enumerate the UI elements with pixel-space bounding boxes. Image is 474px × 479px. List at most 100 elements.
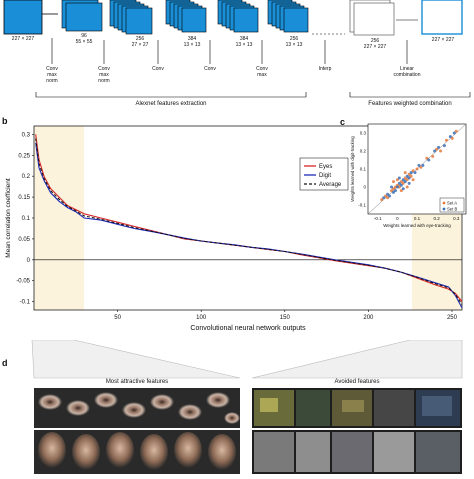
- scatter-point: [403, 171, 407, 175]
- scatter-point: [386, 192, 390, 196]
- layer3-stack: [165, 0, 207, 33]
- scatter-point: [386, 196, 390, 200]
- attractive-features-thumbnails: [34, 392, 240, 470]
- scatter-point: [401, 181, 405, 185]
- scatter-point: [393, 189, 397, 193]
- avoided-features-grid: [252, 388, 462, 474]
- x-axis-label: Convolutional neural network outputs: [190, 325, 306, 332]
- input-block: [3, 0, 43, 35]
- scatter-point: [391, 190, 395, 194]
- avoided-caption: Avoided features: [334, 379, 380, 385]
- x-tick-label: 0: [396, 216, 399, 221]
- layer2-dim: 27 × 27: [131, 42, 149, 48]
- y-tick-label: 0.2: [22, 174, 31, 180]
- layer4-channels: 384: [239, 36, 249, 42]
- y-tick-label: 0.1: [22, 216, 31, 222]
- scatter-point: [439, 149, 443, 153]
- scatter-point: [384, 194, 388, 198]
- network-diagram-svg: [3, 0, 471, 98]
- scatter-point: [380, 198, 384, 202]
- y-tick-label: 0.3: [22, 132, 31, 138]
- scatter-point: [397, 176, 401, 180]
- x-tick-label: 0.3: [453, 216, 460, 221]
- x-tick-label: 0.2: [433, 216, 440, 221]
- scatter-point: [411, 169, 415, 173]
- scatter-point: [391, 187, 395, 191]
- legend-marker: [442, 207, 446, 211]
- layer1-dim: 55 × 55: [75, 39, 93, 45]
- y-tick-label: 0: [27, 258, 31, 264]
- op-label: Conv max: [256, 66, 268, 78]
- y-tick-label: 0.2: [360, 149, 367, 154]
- scatter-point: [382, 196, 386, 200]
- scatter-point: [450, 136, 454, 140]
- legend-label: Set A: [447, 201, 457, 206]
- layer5-channels: 256: [289, 36, 299, 42]
- scatter-point: [399, 183, 403, 187]
- y-tick-label: 0: [363, 185, 366, 190]
- y-tick-label: 0.05: [18, 237, 30, 243]
- panel-b-letter: b: [2, 116, 8, 126]
- y-tick-label: -0.1: [358, 203, 366, 208]
- interp-dim: 227 × 227: [363, 44, 387, 50]
- x-tick-label: 100: [196, 315, 207, 321]
- scatter-point: [411, 178, 415, 182]
- layer3-channels: 384: [187, 36, 197, 42]
- interp-block: [349, 0, 395, 36]
- panel-d-letter: d: [2, 358, 8, 368]
- layer5-dim: 13 × 13: [285, 42, 303, 48]
- panel-d-connectors: [31, 339, 463, 379]
- face-thumbnail-row: [38, 432, 236, 470]
- y-axis-label: Weights learned with digit-tracking: [350, 136, 355, 202]
- group-label-right: Features weighted combination: [368, 101, 452, 107]
- legend-box: [439, 197, 465, 213]
- scatter-point: [425, 156, 429, 160]
- x-axis-label: Weights learned with eye-tracking: [383, 223, 451, 228]
- scatter-point: [437, 145, 441, 149]
- x-tick-label: 250: [447, 315, 458, 321]
- layer1-stack: [61, 0, 103, 32]
- scatter-point: [417, 163, 421, 167]
- layer2-channels: 256: [135, 36, 145, 42]
- op-label: Conv max norm: [98, 66, 110, 84]
- scatter-point: [397, 181, 401, 185]
- interp-channels: 256: [370, 38, 380, 44]
- op-label: Conv: [152, 66, 164, 72]
- scatter-point: [399, 180, 403, 184]
- panel-d: d Most attractive features Avoided featu…: [0, 339, 474, 474]
- legend-label: Average: [319, 182, 342, 188]
- scatter-point: [390, 189, 394, 193]
- attractive-features-grid: [34, 388, 240, 474]
- scatter-point: [401, 178, 405, 182]
- scatter-point: [452, 131, 456, 135]
- scatter-point: [395, 178, 399, 182]
- y-tick-label: 0.3: [360, 131, 367, 136]
- scatter-point: [427, 158, 431, 162]
- layer2-stack: [109, 0, 153, 35]
- scatter-point: [419, 165, 423, 169]
- op-label: Conv max norm: [46, 66, 58, 84]
- y-tick-label: 0.1: [360, 167, 367, 172]
- scatter-point: [401, 187, 405, 191]
- panel-c-letter: c: [340, 117, 346, 127]
- scatter-point: [444, 138, 448, 142]
- scatter-point: [405, 185, 409, 189]
- scatter-point: [433, 149, 437, 153]
- x-tick-label: 150: [280, 315, 291, 321]
- avoided-features-thumbnails: [252, 390, 462, 472]
- scatter-point: [448, 135, 452, 139]
- scatter-point: [407, 176, 411, 180]
- y-tick-label: -0.05: [16, 279, 30, 285]
- scatter-point: [421, 163, 425, 167]
- scatter-point: [388, 194, 392, 198]
- layer3-dim: 13 × 13: [183, 42, 201, 48]
- scatter-point: [390, 185, 394, 189]
- output-dim-label: 227 × 227: [431, 37, 455, 43]
- scatter-point: [435, 147, 439, 151]
- y-axis-label: Mean correlation coefficient: [5, 178, 12, 258]
- scatter-point: [403, 176, 407, 180]
- scatter-point: [405, 174, 409, 178]
- legend-label: Digit: [319, 173, 331, 179]
- legend-box: [299, 157, 349, 191]
